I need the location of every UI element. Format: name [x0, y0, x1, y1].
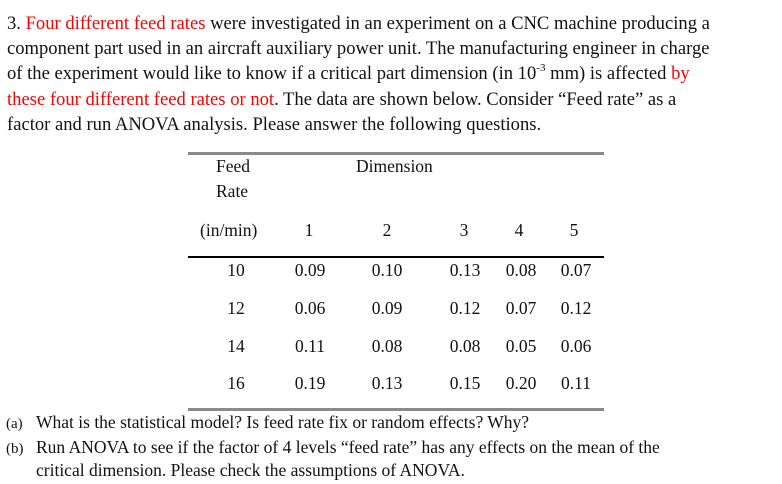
- highlight-text: by: [671, 63, 690, 85]
- header-obs-4: 4: [514, 220, 524, 240]
- cell: 0.08: [371, 336, 403, 356]
- cell: 0.06: [294, 298, 326, 318]
- cell: 0.12: [560, 298, 592, 318]
- header-units: (in/min): [200, 220, 258, 240]
- question-b: (b) Run ANOVA to see if the factor of 4 l…: [6, 436, 660, 460]
- highlight-text: these four different feed rates or not: [7, 88, 275, 110]
- header-obs-2: 2: [382, 220, 392, 240]
- question-text: Run ANOVA to see if the factor of 4 leve…: [36, 437, 660, 457]
- cell: 0.13: [449, 260, 481, 280]
- cell: 0.11: [295, 336, 325, 356]
- cell: 0.08: [449, 336, 481, 356]
- cell: 0.20: [505, 373, 537, 393]
- question-text: What is the statistical model? Is feed r…: [36, 412, 530, 432]
- cell: 0.19: [294, 373, 326, 393]
- cell: 0.05: [505, 336, 537, 356]
- header-obs-1: 1: [304, 220, 314, 240]
- header-rate: Rate: [216, 181, 249, 201]
- row-feed: 12: [227, 298, 245, 318]
- table-top-rule: [188, 152, 604, 155]
- question-text: critical dimension. Please check the ass…: [36, 460, 465, 480]
- question-b-continued: critical dimension. Please check the ass…: [36, 459, 465, 481]
- problem-line-2: component part used in an aircraft auxil…: [7, 38, 710, 60]
- cell: 0.15: [449, 373, 481, 393]
- question-a: (a) What is the statistical model? Is fee…: [6, 411, 529, 435]
- table-header-rule: [188, 256, 604, 258]
- row-feed: 16: [227, 373, 245, 393]
- cell: 0.08: [505, 260, 537, 280]
- header-obs-5: 5: [569, 220, 579, 240]
- table-bottom-rule: [188, 408, 604, 411]
- highlight-text: Four different feed rates: [25, 13, 206, 34]
- exponent: -3: [536, 62, 546, 75]
- row-feed: 14: [227, 336, 245, 356]
- cell: 0.06: [560, 336, 592, 356]
- problem-line-4: these four different feed rates or not. …: [7, 88, 677, 110]
- question-label: (b): [6, 441, 24, 457]
- row-feed: 10: [227, 260, 245, 280]
- cell: 0.10: [371, 260, 403, 280]
- question-label: (a): [6, 416, 23, 432]
- cell: 0.07: [505, 298, 537, 318]
- cell: 0.13: [371, 373, 403, 393]
- cell: 0.09: [371, 298, 403, 318]
- problem-statement: 3. Four different feed rates were invest…: [7, 11, 782, 137]
- problem-line-1: 3. Four different feed rates were invest…: [7, 13, 710, 34]
- problem-line-3: of the experiment would like to know if …: [7, 62, 690, 85]
- cell: 0.11: [561, 373, 591, 393]
- header-feed: Feed: [216, 156, 251, 176]
- cell: 0.09: [294, 260, 326, 280]
- cell: 0.07: [560, 260, 592, 280]
- problem-line-5: factor and run ANOVA analysis. Please an…: [7, 113, 542, 135]
- cell: 0.12: [449, 298, 481, 318]
- header-dimension: Dimension: [356, 156, 433, 176]
- header-obs-3: 3: [459, 220, 469, 240]
